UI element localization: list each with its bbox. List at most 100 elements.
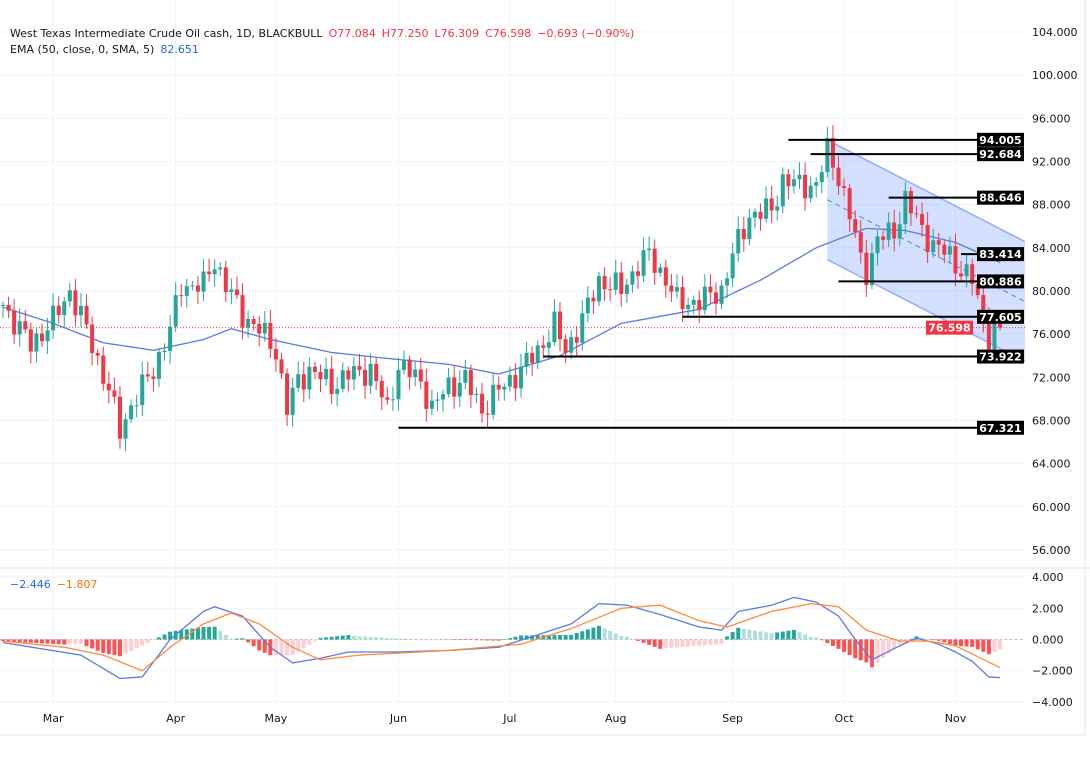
candle <box>390 386 395 412</box>
candle <box>340 362 345 393</box>
macd-histogram-bar <box>73 639 78 645</box>
macd-histogram-bar <box>630 638 635 640</box>
level-price-tag <box>977 274 1024 289</box>
macd-histogram-bar <box>608 630 613 640</box>
candle <box>747 209 752 246</box>
macd-histogram-bar <box>329 636 334 640</box>
macd-histogram-bar <box>424 639 429 640</box>
candle <box>730 242 735 288</box>
candle <box>17 308 22 347</box>
candle <box>112 377 117 404</box>
macd-histogram-bar <box>240 638 245 640</box>
candle-body <box>847 188 852 220</box>
candle <box>318 364 323 393</box>
macd-histogram-bar <box>546 635 551 640</box>
candle <box>881 230 886 250</box>
candle-body <box>708 286 713 293</box>
candle-body <box>931 240 936 253</box>
macd-histogram-bar <box>864 639 869 663</box>
level-price-label: 83.414 <box>979 248 1022 261</box>
macd-histogram-bar <box>641 639 646 643</box>
candle-body <box>998 322 1003 328</box>
candle-body <box>396 369 401 400</box>
symbol-title: West Texas Intermediate Crude Oil cash, … <box>10 27 323 40</box>
candle <box>441 389 446 412</box>
candle <box>658 263 663 277</box>
open-value: O77.084 <box>328 27 376 40</box>
macd-histogram-bar <box>285 639 290 656</box>
macd-histogram-bar <box>674 639 679 648</box>
candle <box>379 375 384 411</box>
macd-histogram-bar <box>825 639 830 644</box>
macd-histogram-bar <box>569 634 574 640</box>
macd-histogram-bar <box>212 626 217 640</box>
candle <box>953 233 958 287</box>
level-price-label: 92.684 <box>979 148 1022 161</box>
macd-histogram-bar <box>842 639 847 652</box>
candle-body <box>524 352 529 367</box>
macd-histogram-bar <box>758 631 763 640</box>
candle <box>385 386 390 405</box>
candle-body <box>819 172 824 183</box>
macd-histogram-bar <box>741 628 746 640</box>
candle <box>151 367 156 392</box>
candle <box>925 212 930 263</box>
macd-histogram-bar <box>207 626 212 640</box>
candle-body <box>190 285 195 287</box>
candle <box>429 389 434 416</box>
macd-histogram-bar <box>12 639 17 642</box>
macd-histogram-bar <box>262 639 267 653</box>
macd-histogram-bar <box>296 639 301 652</box>
candle <box>290 377 295 427</box>
candle-body <box>535 345 540 363</box>
candle-body <box>12 310 17 335</box>
macd-histogram-bar <box>95 639 100 651</box>
macd-histogram-bar <box>563 634 568 640</box>
candle <box>117 386 122 449</box>
candle <box>814 177 819 198</box>
candle <box>652 239 657 285</box>
candle <box>596 272 601 306</box>
candle-body <box>574 337 579 343</box>
candle <box>223 260 228 303</box>
candle-body <box>156 352 161 379</box>
macd-histogram-bar <box>519 635 524 640</box>
macd-histogram-bar <box>791 629 796 640</box>
candle-body <box>123 419 128 439</box>
candle <box>307 357 312 399</box>
macd-histogram-bar <box>530 635 535 640</box>
macd-histogram-bar <box>552 635 557 640</box>
candle-body <box>23 321 28 330</box>
macd-histogram-bar <box>769 633 774 640</box>
macd-histogram-bar <box>396 638 401 640</box>
macd-histogram-bar <box>808 636 813 640</box>
candle <box>947 236 952 264</box>
candle-body <box>379 380 384 398</box>
candle-body <box>112 390 117 397</box>
candle <box>697 290 702 323</box>
candle <box>585 285 590 323</box>
macd-histogram-bar <box>67 639 72 645</box>
candle <box>95 349 100 366</box>
candle <box>741 217 746 253</box>
candle <box>413 361 418 387</box>
candle-body <box>229 289 234 293</box>
candle <box>569 330 574 360</box>
candle-body <box>914 213 919 215</box>
candle <box>764 186 769 223</box>
macd-histogram-bar <box>920 637 925 640</box>
candle-body <box>619 272 624 294</box>
candle-body <box>162 350 167 353</box>
ema-value: 82.651 <box>160 43 199 56</box>
candle-body <box>658 267 663 273</box>
candle-body <box>602 276 607 290</box>
macd-histogram-bar <box>663 639 668 649</box>
macd-histogram-bar <box>34 639 39 644</box>
macd-histogram-bar <box>496 639 501 641</box>
candle-body <box>363 369 368 386</box>
macd-tick-label: −4.000 <box>1032 696 1073 709</box>
candle <box>229 278 234 305</box>
price-tick-label: 64.000 <box>1032 458 1071 471</box>
candle-body <box>134 405 139 407</box>
